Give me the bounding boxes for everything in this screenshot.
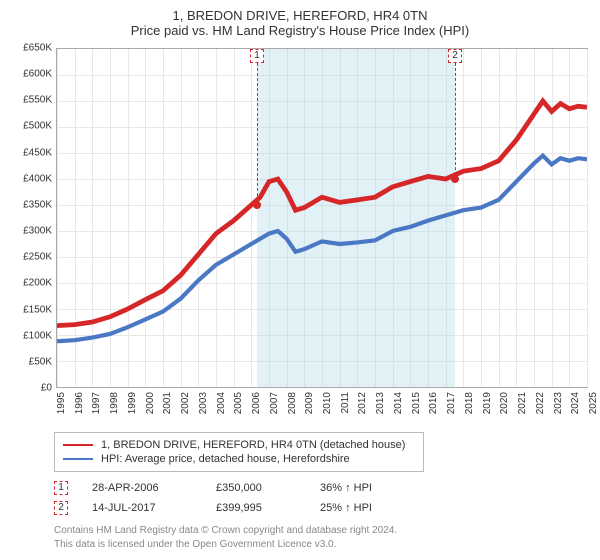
- sale-marker-2: 2: [54, 501, 68, 515]
- sale-point-1: [253, 201, 261, 209]
- x-tick-label: 2018: [464, 392, 475, 414]
- x-tick-label: 2011: [340, 392, 351, 414]
- y-tick-label: £100K: [23, 330, 52, 341]
- y-axis: £0£50K£100K£150K£200K£250K£300K£350K£400…: [10, 48, 54, 388]
- y-tick-label: £500K: [23, 121, 52, 132]
- footer-line2: This data is licensed under the Open Gov…: [54, 538, 590, 552]
- x-tick-label: 2020: [499, 392, 510, 414]
- x-tick-label: 2006: [251, 392, 262, 414]
- x-tick-label: 2007: [269, 392, 280, 414]
- y-tick-label: £350K: [23, 199, 52, 210]
- x-tick-label: 1995: [56, 392, 67, 414]
- plot-area: 12: [56, 48, 588, 388]
- sale-point-2: [451, 175, 459, 183]
- sale-pct-vs-hpi: 36% ↑ HPI: [320, 482, 400, 494]
- x-tick-label: 2013: [375, 392, 386, 414]
- x-tick-label: 2001: [162, 392, 173, 414]
- y-tick-label: £450K: [23, 147, 52, 158]
- x-tick-label: 1998: [109, 392, 120, 414]
- x-tick-label: 1997: [91, 392, 102, 414]
- x-tick-label: 1999: [127, 392, 138, 414]
- sale-date: 14-JUL-2017: [92, 502, 192, 514]
- legend-item-property: 1, BREDON DRIVE, HEREFORD, HR4 0TN (deta…: [63, 438, 415, 452]
- x-tick-label: 2010: [322, 392, 333, 414]
- footer-attribution: Contains HM Land Registry data © Crown c…: [54, 524, 590, 551]
- x-tick-label: 2008: [287, 392, 298, 414]
- y-tick-label: £0: [41, 383, 52, 394]
- legend-box: 1, BREDON DRIVE, HEREFORD, HR4 0TN (deta…: [54, 432, 424, 472]
- y-tick-label: £650K: [23, 43, 52, 54]
- chart-subtitle: Price paid vs. HM Land Registry's House …: [10, 23, 590, 38]
- sales-table: 1 28-APR-2006 £350,000 36% ↑ HPI 2 14-JU…: [54, 478, 590, 518]
- y-tick-label: £550K: [23, 95, 52, 106]
- y-tick-label: £200K: [23, 278, 52, 289]
- x-tick-label: 2021: [517, 392, 528, 414]
- series-property: [57, 101, 587, 326]
- x-tick-label: 2022: [535, 392, 546, 414]
- y-tick-label: £300K: [23, 226, 52, 237]
- x-tick-label: 2002: [180, 392, 191, 414]
- y-tick-label: £50K: [29, 356, 52, 367]
- x-axis: 1995199619971998199920002001200220032004…: [56, 388, 588, 410]
- x-tick-label: 2009: [304, 392, 315, 414]
- sale-date: 28-APR-2006: [92, 482, 192, 494]
- legend-swatch: [63, 444, 93, 446]
- x-tick-label: 2016: [428, 392, 439, 414]
- y-tick-label: £250K: [23, 252, 52, 263]
- sale-row-1: 1 28-APR-2006 £350,000 36% ↑ HPI: [54, 478, 590, 498]
- y-tick-label: £400K: [23, 173, 52, 184]
- x-tick-label: 2024: [570, 392, 581, 414]
- legend-label: HPI: Average price, detached house, Here…: [101, 453, 350, 465]
- chart-sale-marker-1: 1: [250, 49, 264, 63]
- x-tick-label: 2012: [357, 392, 368, 414]
- chart-title-address: 1, BREDON DRIVE, HEREFORD, HR4 0TN: [10, 8, 590, 23]
- sale-price: £399,995: [216, 502, 296, 514]
- x-tick-label: 1996: [74, 392, 85, 414]
- line-svg: [57, 49, 587, 387]
- sale-marker-1: 1: [54, 481, 68, 495]
- x-tick-label: 2025: [588, 392, 599, 414]
- footer-line1: Contains HM Land Registry data © Crown c…: [54, 524, 590, 538]
- legend-item-hpi: HPI: Average price, detached house, Here…: [63, 452, 415, 466]
- sale-row-2: 2 14-JUL-2017 £399,995 25% ↑ HPI: [54, 498, 590, 518]
- x-tick-label: 2000: [145, 392, 156, 414]
- legend-swatch: [63, 458, 93, 460]
- chart-area: £0 £50K £100K £150K £200K £250K £300K £350K £400…: [10, 48, 590, 410]
- series-hpi: [57, 156, 587, 342]
- x-tick-label: 2014: [393, 392, 404, 414]
- sale-price: £350,000: [216, 482, 296, 494]
- chart-sale-marker-2: 2: [448, 49, 462, 63]
- x-tick-label: 2015: [411, 392, 422, 414]
- x-tick-label: 2019: [482, 392, 493, 414]
- sale-pct-vs-hpi: 25% ↑ HPI: [320, 502, 400, 514]
- x-tick-label: 2005: [233, 392, 244, 414]
- y-tick-label: £150K: [23, 304, 52, 315]
- y-tick-label: £600K: [23, 69, 52, 80]
- x-tick-label: 2023: [553, 392, 564, 414]
- chart-container: 1, BREDON DRIVE, HEREFORD, HR4 0TN Price…: [0, 0, 600, 560]
- x-tick-label: 2003: [198, 392, 209, 414]
- x-tick-label: 2004: [216, 392, 227, 414]
- x-tick-label: 2017: [446, 392, 457, 414]
- legend-label: 1, BREDON DRIVE, HEREFORD, HR4 0TN (deta…: [101, 439, 405, 451]
